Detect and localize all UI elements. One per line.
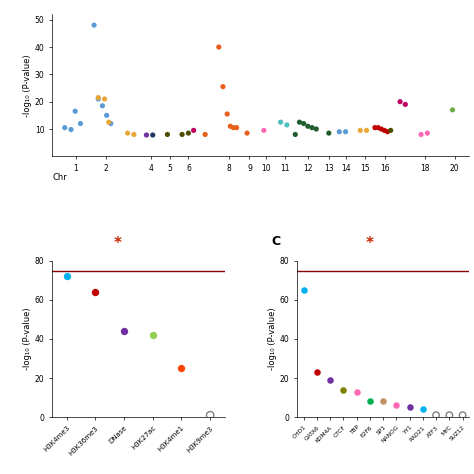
Point xyxy=(178,131,186,138)
Point xyxy=(178,365,185,372)
Point xyxy=(312,125,320,133)
Point xyxy=(379,398,387,405)
Point xyxy=(363,127,370,134)
Point xyxy=(143,131,150,139)
Point xyxy=(277,118,284,126)
Point xyxy=(308,124,316,131)
Point xyxy=(63,273,70,280)
Point xyxy=(61,124,69,131)
Point xyxy=(91,288,99,296)
Point xyxy=(206,411,214,419)
Point xyxy=(392,401,400,409)
Point xyxy=(356,127,364,134)
Point xyxy=(90,21,98,29)
Point xyxy=(101,95,109,103)
Point xyxy=(223,110,231,118)
Point xyxy=(105,118,112,126)
Point xyxy=(67,126,75,133)
Point xyxy=(77,120,84,128)
Point xyxy=(215,43,223,51)
Point xyxy=(233,124,240,131)
Point xyxy=(325,129,333,137)
Y-axis label: -log₁₀ (P-value): -log₁₀ (P-value) xyxy=(23,308,32,370)
Point xyxy=(449,106,456,114)
Point xyxy=(300,286,307,294)
Point xyxy=(366,398,374,405)
Point xyxy=(384,128,392,136)
Point xyxy=(300,120,308,128)
Text: Chr: Chr xyxy=(52,173,67,182)
Text: C: C xyxy=(271,235,280,248)
Point xyxy=(387,127,394,134)
Point xyxy=(227,122,234,130)
Text: *: * xyxy=(365,237,374,251)
Point xyxy=(72,108,79,115)
Point xyxy=(94,94,102,101)
Point xyxy=(381,127,388,134)
Point xyxy=(230,124,237,131)
Point xyxy=(260,127,268,134)
Point xyxy=(130,131,137,138)
Point xyxy=(292,131,299,138)
Point xyxy=(339,386,347,393)
Point xyxy=(342,128,349,136)
Point xyxy=(107,120,115,128)
Point xyxy=(149,131,156,139)
Point xyxy=(406,403,413,411)
Point xyxy=(371,124,379,131)
Point xyxy=(336,128,343,136)
Point xyxy=(94,95,102,103)
Point xyxy=(304,122,311,130)
Point xyxy=(99,102,106,109)
Point xyxy=(243,129,251,137)
Point xyxy=(401,100,409,108)
Point xyxy=(219,83,227,91)
Point xyxy=(296,118,303,126)
Point xyxy=(424,129,431,137)
Point xyxy=(120,328,128,335)
Point xyxy=(149,331,156,339)
Point xyxy=(419,406,427,413)
Point xyxy=(103,111,110,119)
Point xyxy=(124,129,131,137)
Point xyxy=(326,376,334,384)
Point xyxy=(446,411,453,419)
Point xyxy=(377,125,385,133)
Point xyxy=(201,131,209,138)
Point xyxy=(459,411,466,419)
Point xyxy=(396,98,404,106)
Point xyxy=(432,411,440,419)
Point xyxy=(283,121,291,129)
Point xyxy=(190,127,197,134)
Y-axis label: -log₁₀ (P-value): -log₁₀ (P-value) xyxy=(23,54,32,117)
Y-axis label: -log₁₀ (P-value): -log₁₀ (P-value) xyxy=(268,308,277,370)
Point xyxy=(353,388,360,395)
Point xyxy=(164,131,171,138)
Point xyxy=(417,131,425,138)
Point xyxy=(184,129,192,137)
Text: *: * xyxy=(114,237,122,251)
Point xyxy=(374,124,382,131)
Point xyxy=(313,368,320,376)
